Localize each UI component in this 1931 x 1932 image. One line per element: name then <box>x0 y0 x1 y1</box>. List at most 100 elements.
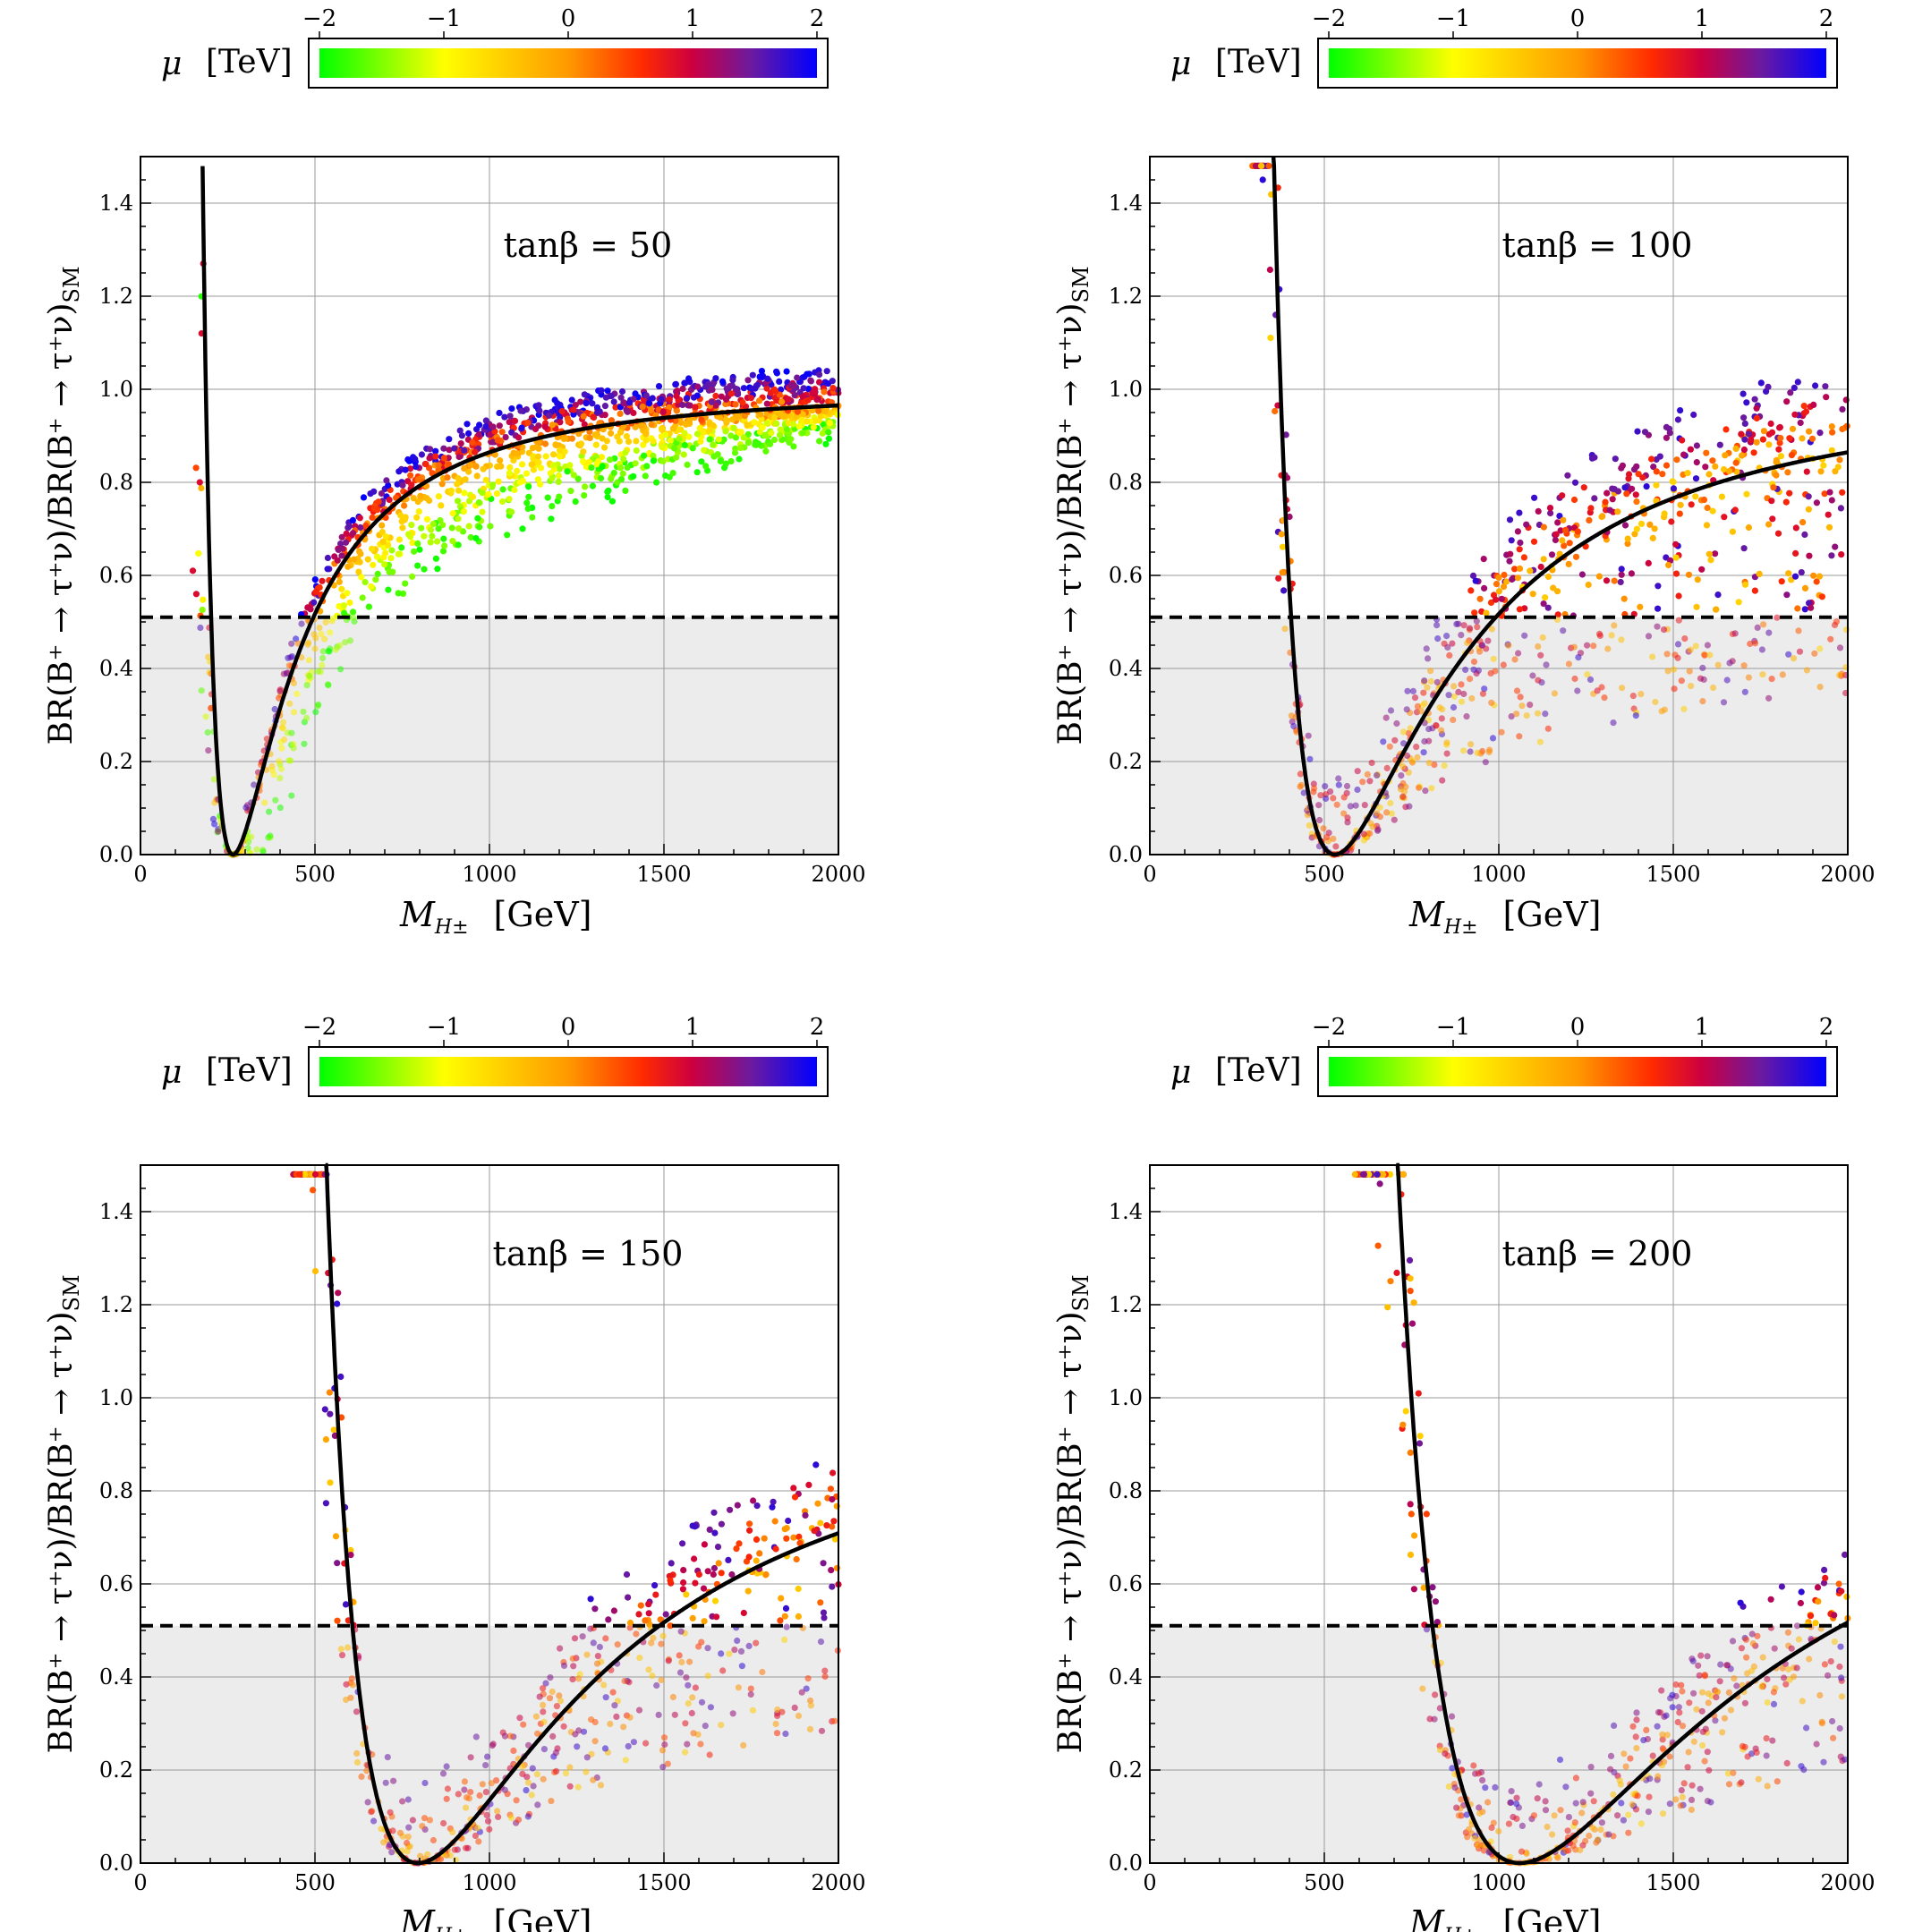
data-point <box>1374 1170 1381 1178</box>
data-point <box>695 1643 702 1650</box>
data-point <box>598 387 605 394</box>
data-point <box>421 1779 429 1787</box>
data-point <box>1611 1722 1618 1729</box>
data-point <box>1257 162 1265 169</box>
data-point <box>401 502 408 509</box>
data-point <box>686 1658 693 1665</box>
data-point <box>1665 561 1672 569</box>
data-point <box>1279 569 1286 576</box>
data-point <box>382 533 389 540</box>
data-point <box>1607 1752 1615 1759</box>
data-point <box>278 745 285 752</box>
data-point <box>689 1614 696 1621</box>
data-point <box>702 463 710 470</box>
data-point <box>413 514 421 521</box>
data-point <box>1649 653 1656 660</box>
data-point <box>1609 496 1616 503</box>
data-point <box>642 1617 649 1624</box>
data-point <box>1713 1694 1720 1701</box>
data-point <box>700 1585 708 1592</box>
data-point <box>591 1605 599 1613</box>
data-point <box>1678 1681 1685 1689</box>
data-point <box>728 382 736 389</box>
data-point <box>1756 570 1763 578</box>
data-point <box>1677 501 1684 508</box>
data-point <box>580 457 587 465</box>
data-point <box>1580 484 1587 491</box>
data-point <box>359 594 366 601</box>
colorbar: −2 −1 0 1 2μ [TeV] <box>1170 5 1838 89</box>
x-tick-label: 1000 <box>462 862 516 887</box>
data-point <box>821 407 829 415</box>
data-point <box>1586 676 1595 684</box>
data-point <box>1679 1688 1686 1695</box>
data-point <box>1816 573 1824 580</box>
data-point <box>440 455 447 462</box>
data-point <box>730 424 737 431</box>
data-point <box>1579 1842 1586 1849</box>
data-point <box>711 1597 719 1604</box>
data-point <box>380 554 387 561</box>
data-point <box>520 1721 527 1728</box>
data-point <box>1838 551 1845 558</box>
data-point <box>1514 528 1521 535</box>
data-point <box>1330 835 1337 843</box>
data-point <box>1411 694 1419 702</box>
data-point <box>386 568 393 575</box>
data-point <box>1738 1645 1745 1652</box>
data-point <box>1781 1674 1788 1681</box>
data-point <box>1769 1737 1776 1744</box>
data-point <box>1663 434 1670 441</box>
data-point <box>350 556 358 563</box>
data-point <box>599 435 606 442</box>
x-axis-title: MH±[GeV] <box>399 1903 591 1932</box>
data-point <box>610 1607 618 1614</box>
data-point <box>817 1599 824 1606</box>
colorbar-label-symbol: μ <box>1170 46 1191 82</box>
data-point <box>548 1798 555 1805</box>
data-point <box>1275 574 1282 582</box>
data-point <box>1614 508 1621 515</box>
data-point <box>209 815 217 823</box>
data-point <box>1474 624 1481 631</box>
data-point <box>1280 587 1288 594</box>
data-point <box>744 1587 752 1595</box>
data-point <box>671 445 678 452</box>
data-point <box>1732 445 1740 452</box>
data-point <box>1467 676 1474 683</box>
data-point <box>795 1533 803 1540</box>
data-point <box>1407 1288 1414 1295</box>
data-point <box>1690 1738 1697 1745</box>
data-point <box>1765 694 1773 702</box>
data-point <box>1749 1640 1757 1647</box>
data-point <box>422 461 430 468</box>
data-point <box>749 371 756 379</box>
data-point <box>1721 514 1728 521</box>
data-point <box>1466 1826 1473 1833</box>
data-point <box>1753 404 1760 412</box>
data-point <box>608 498 617 505</box>
data-point <box>1347 803 1354 810</box>
data-point <box>667 1577 674 1584</box>
data-point <box>1730 1769 1737 1776</box>
colorbar-tick-label: 0 <box>561 5 576 32</box>
data-point <box>1680 705 1688 712</box>
data-point <box>706 426 713 433</box>
data-point <box>511 417 519 424</box>
data-point <box>1674 641 1682 648</box>
data-point <box>649 1672 656 1680</box>
data-point <box>510 1747 517 1754</box>
data-point <box>461 489 468 497</box>
data-point <box>523 499 531 506</box>
data-point <box>1821 1566 1828 1573</box>
data-point <box>1571 479 1579 486</box>
data-point <box>1482 759 1489 766</box>
data-point <box>1831 1612 1838 1619</box>
data-point <box>692 1579 699 1587</box>
data-point <box>1806 428 1813 435</box>
data-point <box>583 1768 590 1775</box>
data-point <box>704 1568 711 1575</box>
data-point <box>639 403 646 410</box>
data-point <box>1705 1699 1712 1706</box>
data-point <box>744 439 753 447</box>
